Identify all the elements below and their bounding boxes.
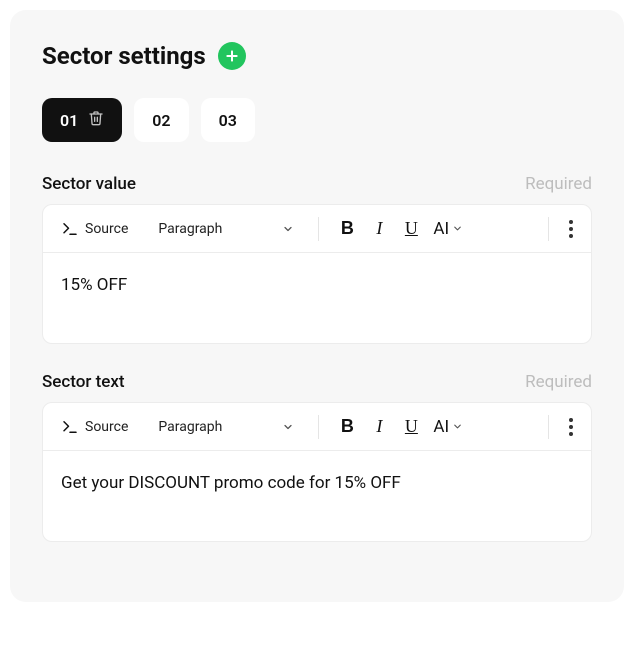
paragraph-label: Paragraph	[158, 221, 222, 237]
sector-settings-panel: Sector settings 01 02 03 Sector value Re…	[10, 10, 624, 602]
ai-label: AI	[433, 417, 449, 437]
italic-button[interactable]: I	[365, 215, 393, 243]
source-label: Source	[85, 419, 128, 435]
tab-label: 01	[60, 111, 78, 130]
chevron-down-icon	[452, 223, 464, 235]
tab-01[interactable]: 01	[42, 98, 122, 142]
add-sector-button[interactable]	[218, 42, 246, 70]
editor-content[interactable]: Get your DISCOUNT promo code for 15% OFF	[43, 451, 591, 541]
sector-value-field: Sector value Required Source Paragraph	[42, 174, 592, 344]
editor-toolbar: Source Paragraph B I U AI	[43, 403, 591, 451]
toolbar-separator	[318, 217, 319, 241]
bold-button[interactable]: B	[333, 215, 361, 243]
ai-label: AI	[433, 219, 449, 239]
rich-editor: Source Paragraph B I U AI	[42, 204, 592, 344]
more-menu-button[interactable]	[563, 412, 579, 442]
underline-button[interactable]: U	[397, 215, 425, 243]
format-group: B I U AI	[333, 413, 468, 441]
field-header: Sector text Required	[42, 372, 592, 392]
ai-button[interactable]: AI	[429, 417, 468, 437]
toolbar-separator	[548, 217, 549, 241]
rich-editor: Source Paragraph B I U AI	[42, 402, 592, 542]
paragraph-select[interactable]: Paragraph	[148, 217, 304, 241]
tab-label: 03	[219, 111, 237, 130]
tab-02[interactable]: 02	[134, 98, 188, 142]
field-label: Sector value	[42, 174, 136, 194]
chevron-down-icon	[282, 421, 294, 433]
format-group: B I U AI	[333, 215, 468, 243]
editor-content[interactable]: 15% OFF	[43, 253, 591, 343]
sector-tabs: 01 02 03	[42, 98, 592, 142]
source-button[interactable]: Source	[55, 414, 134, 440]
trash-icon[interactable]	[88, 110, 104, 130]
ai-button[interactable]: AI	[429, 219, 468, 239]
required-badge: Required	[525, 372, 592, 392]
source-label: Source	[85, 221, 128, 237]
chevron-down-icon	[452, 421, 464, 433]
source-button[interactable]: Source	[55, 216, 134, 242]
editor-toolbar: Source Paragraph B I U AI	[43, 205, 591, 253]
bold-button[interactable]: B	[333, 413, 361, 441]
source-icon	[61, 220, 79, 238]
italic-button[interactable]: I	[365, 413, 393, 441]
field-header: Sector value Required	[42, 174, 592, 194]
underline-button[interactable]: U	[397, 413, 425, 441]
required-badge: Required	[525, 174, 592, 194]
toolbar-separator	[548, 415, 549, 439]
tab-03[interactable]: 03	[201, 98, 255, 142]
chevron-down-icon	[282, 223, 294, 235]
more-menu-button[interactable]	[563, 214, 579, 244]
paragraph-label: Paragraph	[158, 419, 222, 435]
panel-header: Sector settings	[42, 42, 592, 70]
plus-icon	[224, 48, 240, 64]
panel-title: Sector settings	[42, 42, 206, 70]
sector-text-field: Sector text Required Source Paragraph	[42, 372, 592, 542]
toolbar-separator	[318, 415, 319, 439]
paragraph-select[interactable]: Paragraph	[148, 415, 304, 439]
field-label: Sector text	[42, 372, 125, 392]
source-icon	[61, 418, 79, 436]
tab-label: 02	[152, 111, 170, 130]
